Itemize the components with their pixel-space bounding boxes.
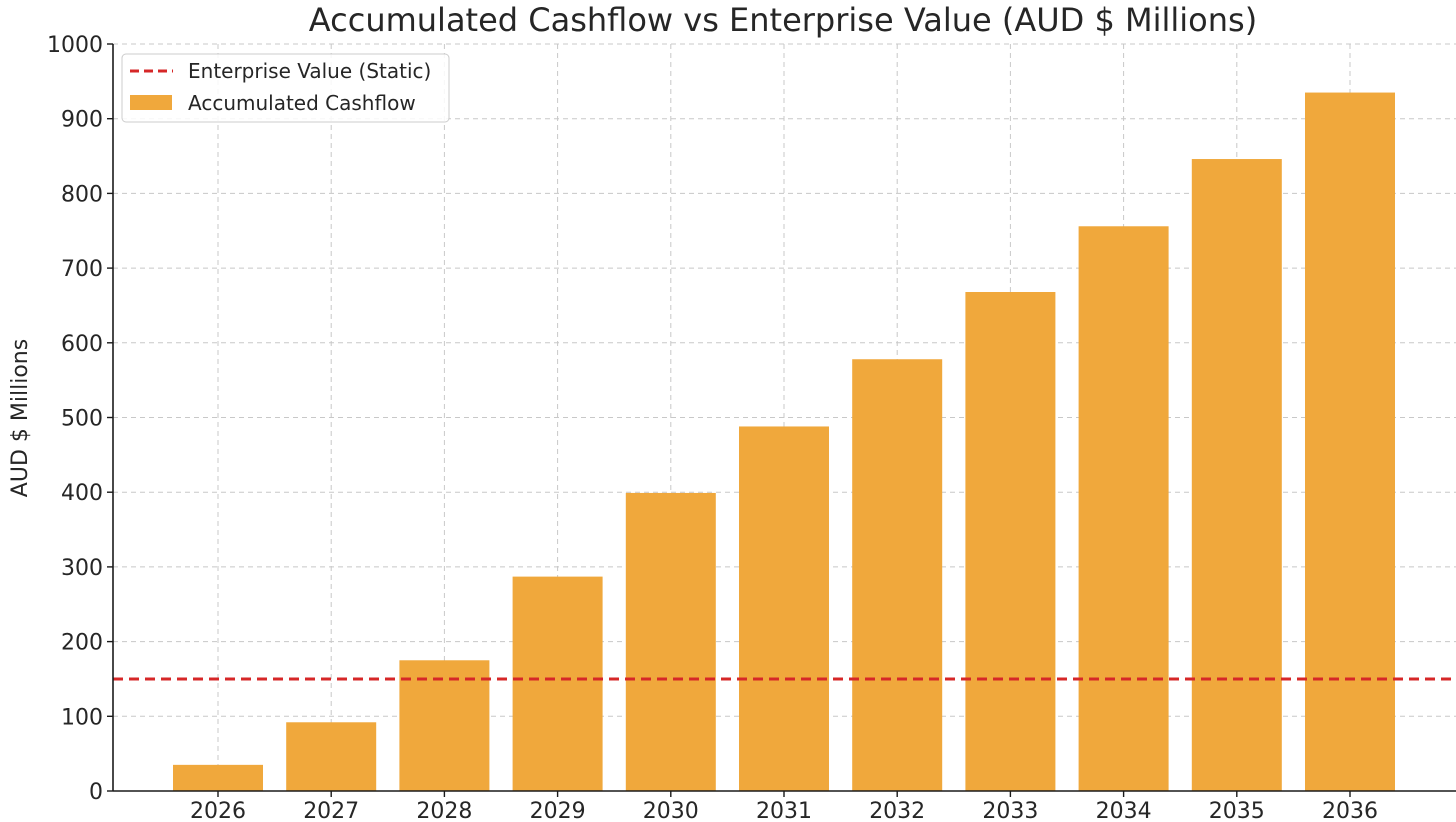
y-tick-label: 700 <box>61 257 103 282</box>
bar-2026 <box>173 764 263 791</box>
x-tick-label: 2033 <box>982 799 1038 822</box>
x-tick-label: 2026 <box>190 799 246 822</box>
bar-2034 <box>1078 226 1169 791</box>
legend-label-enterprise-value: Enterprise Value (Static) <box>188 59 431 83</box>
y-ticks: 0 100 200 300 400 500 600 700 800 900 1000 <box>47 33 113 805</box>
bar-2030 <box>625 492 716 791</box>
x-tick-label: 2030 <box>643 799 699 822</box>
x-tick-label: 2034 <box>1096 799 1152 822</box>
y-tick-label: 900 <box>61 108 103 133</box>
bar-2035 <box>1191 159 1282 792</box>
y-tick-label: 400 <box>61 481 103 506</box>
y-tick-label: 300 <box>61 556 103 581</box>
y-tick-label: 0 <box>89 780 103 805</box>
chart-title: Accumulated Cashflow vs Enterprise Value… <box>309 1 1257 39</box>
x-tick-label: 2027 <box>303 799 359 822</box>
bar-2036 <box>1305 92 1395 792</box>
y-tick-label: 500 <box>61 407 103 432</box>
bar-2028 <box>399 660 490 791</box>
y-tick-label: 1000 <box>47 33 103 58</box>
bar-2033 <box>965 292 1056 791</box>
x-tick-label: 2036 <box>1322 799 1378 822</box>
y-tick-label: 600 <box>61 332 103 357</box>
bar-2031 <box>739 426 829 791</box>
bar-2029 <box>512 576 603 791</box>
legend-box <box>121 53 450 123</box>
legend-swatch-accumulated-cashflow <box>130 95 172 110</box>
x-tick-label: 2031 <box>756 799 812 822</box>
y-tick-label: 100 <box>61 705 103 730</box>
legend: Enterprise Value (Static) Accumulated Ca… <box>121 53 450 123</box>
legend-label-accumulated-cashflow: Accumulated Cashflow <box>188 91 416 115</box>
x-tick-label: 2035 <box>1209 799 1265 822</box>
y-tick-label: 200 <box>61 631 103 656</box>
x-ticks: 2026 2027 2028 2029 2030 2031 2032 2033 2034 2035… <box>190 791 1378 822</box>
y-axis-label: AUD $ Millions <box>8 339 33 497</box>
bar-2027 <box>286 722 377 791</box>
bars <box>173 92 1395 792</box>
x-tick-label: 2028 <box>416 799 472 822</box>
x-tick-label: 2029 <box>530 799 586 822</box>
x-tick-label: 2032 <box>869 799 925 822</box>
bar-2032 <box>852 359 943 791</box>
y-tick-label: 800 <box>61 182 103 207</box>
